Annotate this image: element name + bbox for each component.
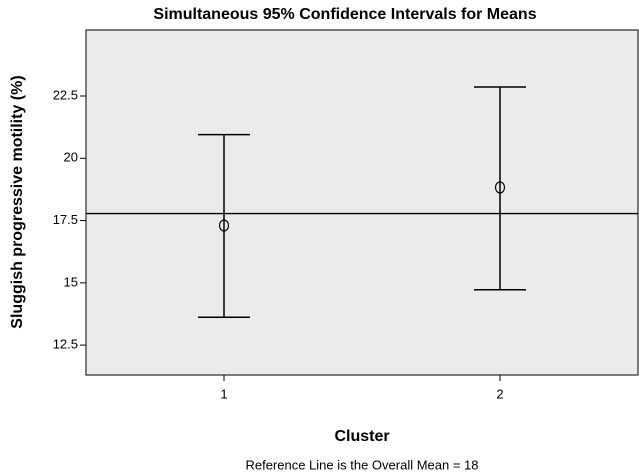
x-axis-label: Cluster (334, 428, 389, 445)
y-axis-label: Sluggish progressive motility (%) (9, 75, 26, 328)
chart-title: Simultaneous 95% Confidence Intervals fo… (153, 6, 536, 23)
x-tick-label: 1 (220, 386, 227, 401)
y-tick-label: 15 (64, 274, 78, 289)
mean-marker (218, 219, 230, 232)
y-tick-label: 22.5 (53, 87, 78, 102)
footnote: Reference Line is the Overall Mean = 18 (245, 457, 478, 472)
y-tick-label: 12.5 (53, 337, 78, 352)
plot-area (85, 29, 639, 376)
x-tick-label: 2 (496, 386, 503, 401)
mean-marker (494, 181, 506, 194)
y-tick-label: 20 (64, 150, 78, 165)
y-tick-label: 17.5 (53, 212, 78, 227)
